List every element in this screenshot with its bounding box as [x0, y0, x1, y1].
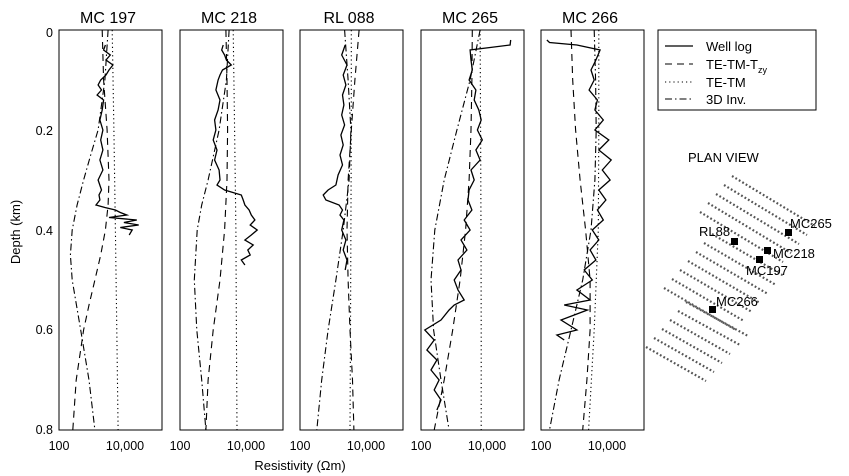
survey-line: [669, 319, 731, 355]
te-tm-curve: [479, 29, 482, 430]
well-label-mc265: MC265: [790, 216, 832, 231]
well-label-mc218: MC218: [773, 246, 815, 261]
x-tick-label-10000: 10,000: [588, 439, 626, 453]
3d-inv-curve: [316, 29, 352, 431]
well-label-mc197: MC197: [746, 263, 788, 278]
te-tm-curve: [349, 30, 352, 431]
survey-lines: [645, 175, 816, 382]
survey-line: [687, 260, 761, 304]
well-log-curve: [423, 39, 512, 411]
te-tm-tzy-curve: [570, 29, 591, 431]
well-marker-mc265: [785, 229, 792, 236]
panel-mc265: MC 265 100 10,000: [411, 10, 525, 453]
x-tick-label-10000: 10,000: [347, 439, 385, 453]
legend-label-3d-inv: 3D Inv.: [706, 92, 746, 107]
survey-line: [695, 251, 769, 295]
panel-mc266: MC 266 100 10,000: [531, 10, 645, 453]
te-tm-curve: [588, 30, 600, 431]
legend-label-te-tm-tzy: TE-TM-Tzy: [706, 57, 767, 75]
legend-label-te-tm-tzy-sub: zy: [758, 65, 768, 75]
y-tick-label-2: 0.4: [36, 224, 53, 238]
legend: Well log TE-TM-Tzy TE-TM 3D Inv.: [657, 29, 817, 111]
3d-inv-curve: [430, 29, 481, 431]
x-tick-label-10000: 10,000: [106, 439, 144, 453]
te-tm-tzy-curve: [433, 29, 473, 431]
legend-frame: [657, 29, 817, 111]
plan-view: PLAN VIEW MC265 RL88 MC218 M: [645, 150, 832, 382]
y-tick-label-1: 0.2: [36, 124, 53, 138]
x-tick-label-100: 100: [290, 439, 311, 453]
plan-view-title: PLAN VIEW: [688, 150, 760, 165]
survey-line: [653, 337, 715, 373]
survey-line: [679, 269, 753, 313]
survey-line: [723, 184, 808, 236]
survey-line: [711, 233, 785, 277]
panel-frame: [179, 29, 284, 431]
legend-label-te-tm-tzy-main: TE-TM-T: [706, 57, 758, 72]
legend-label-te-tm: TE-TM: [706, 75, 746, 90]
survey-line: [671, 278, 745, 322]
legend-label-well-log: Well log: [706, 39, 752, 54]
3d-inv-curve: [193, 29, 230, 431]
well-label-mc266: MC266: [716, 294, 758, 309]
panel-title: MC 266: [562, 10, 618, 27]
y-tick-labels: 0 0.2 0.4 0.6 0.8: [36, 26, 53, 437]
panel-frame: [58, 29, 163, 431]
y-axis-label: Depth (km): [8, 200, 23, 264]
x-tick-label-100: 100: [531, 439, 552, 453]
panel-title: RL 088: [324, 10, 375, 27]
te-tm-curve: [111, 29, 119, 431]
3d-inv-curve: [548, 29, 597, 431]
panel-mc218: MC 218 100 10,000: [170, 10, 284, 453]
panel-frame: [420, 29, 525, 431]
survey-line: [663, 287, 737, 331]
panel-title: MC 265: [442, 10, 498, 27]
panel-rl088: RL 088 100 10,000: [290, 10, 404, 453]
te-tm-tzy-curve: [205, 29, 229, 431]
x-tick-label-10000: 10,000: [468, 439, 506, 453]
x-axis-label: Resistivity (Ωm): [254, 458, 345, 473]
well-marker-mc266: [709, 306, 716, 313]
panel-mc197: MC 197 100 10,000: [49, 10, 163, 453]
well-log-curve: [322, 44, 348, 271]
well-log-curve: [94, 44, 139, 236]
well-marker-mc218: [764, 247, 771, 254]
3d-inv-curve: [69, 29, 109, 431]
panel-title: MC 197: [80, 10, 136, 27]
well-label-rl88: RL88: [699, 224, 730, 239]
panel-title: MC 218: [201, 10, 257, 27]
te-tm-curve: [232, 29, 238, 431]
te-tm-tzy-curve: [346, 29, 360, 431]
survey-line: [703, 242, 777, 286]
well-marker-rl88: [731, 238, 738, 245]
well-marker-mc197: [756, 256, 763, 263]
y-tick-label-3: 0.6: [36, 323, 53, 337]
survey-line: [645, 346, 707, 382]
survey-line: [731, 175, 816, 227]
x-tick-label-100: 100: [411, 439, 432, 453]
y-tick-label-0: 0: [46, 26, 53, 40]
well-log-curve: [212, 44, 259, 266]
panel-frame: [540, 29, 645, 431]
y-tick-label-4: 0.8: [36, 423, 53, 437]
survey-line: [707, 202, 792, 254]
well-log-curve: [546, 39, 613, 341]
x-tick-label-10000: 10,000: [227, 439, 265, 453]
x-tick-label-100: 100: [49, 439, 70, 453]
survey-line: [661, 328, 723, 364]
x-tick-label-100: 100: [170, 439, 191, 453]
